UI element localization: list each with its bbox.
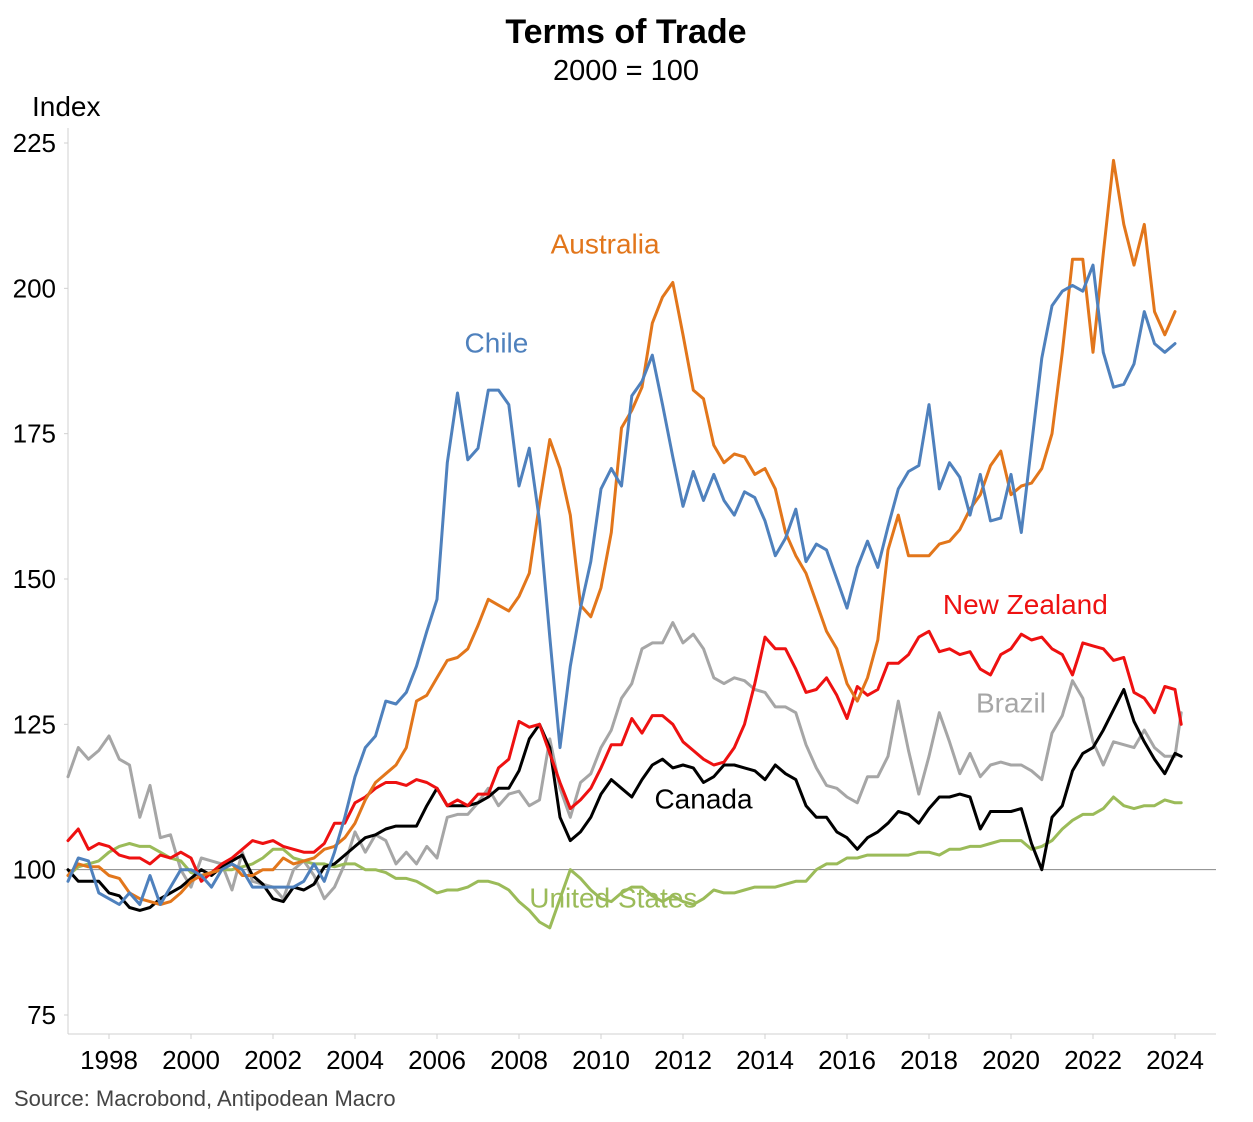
series-line-united-states (66, 795, 1183, 930)
series-lines (66, 158, 1183, 930)
y-axis-label: Index (32, 91, 101, 122)
x-tick-label: 2018 (900, 1045, 958, 1075)
series-label-new-zealand: New Zealand (943, 589, 1108, 620)
y-tick-label: 75 (27, 1000, 56, 1030)
series-line-chile (66, 263, 1177, 906)
y-tick-label: 100 (13, 855, 56, 885)
y-tick-label: 125 (13, 709, 56, 739)
series-line-brazil (66, 621, 1183, 901)
series-label-australia: Australia (551, 228, 660, 259)
x-tick-label: 2006 (408, 1045, 466, 1075)
chart-subtitle: 2000 = 100 (553, 55, 699, 87)
x-tick-label: 2022 (1064, 1045, 1122, 1075)
x-tick-label: 2020 (982, 1045, 1040, 1075)
y-tick-label: 150 (13, 564, 56, 594)
x-tick-label: 2008 (490, 1045, 548, 1075)
source-note: Source: Macrobond, Antipodean Macro (14, 1086, 396, 1111)
x-tick-label: 2002 (244, 1045, 302, 1075)
series-line-australia (66, 158, 1177, 906)
x-tick-label: 2016 (818, 1045, 876, 1075)
y-tick-label: 175 (13, 419, 56, 449)
chart-title: Terms of Trade (505, 13, 746, 51)
x-tick-label: 2012 (654, 1045, 712, 1075)
series-label-canada: Canada (654, 784, 753, 815)
series-labels: Australia Chile New Zealand Brazil Canada Uni… (465, 228, 1108, 913)
series-label-chile: Chile (465, 327, 529, 358)
series-line-new-zealand (66, 629, 1183, 883)
axes: 75 100 125 150 175 200 225 1998 2000 2002 2004 2006… (13, 128, 1216, 1075)
x-tick-label: 2010 (572, 1045, 630, 1075)
series-line-canada (66, 688, 1183, 912)
x-tick-label: 2014 (736, 1045, 794, 1075)
x-tick-label: 2000 (162, 1045, 220, 1075)
x-tick-label: 2024 (1146, 1045, 1204, 1075)
y-tick-label: 200 (13, 273, 56, 303)
x-tick-label: 2004 (326, 1045, 384, 1075)
series-label-brazil: Brazil (976, 688, 1046, 719)
y-tick-label: 225 (13, 128, 56, 158)
x-tick-label: 1998 (80, 1045, 138, 1075)
series-label-united-states: United States (529, 882, 697, 913)
